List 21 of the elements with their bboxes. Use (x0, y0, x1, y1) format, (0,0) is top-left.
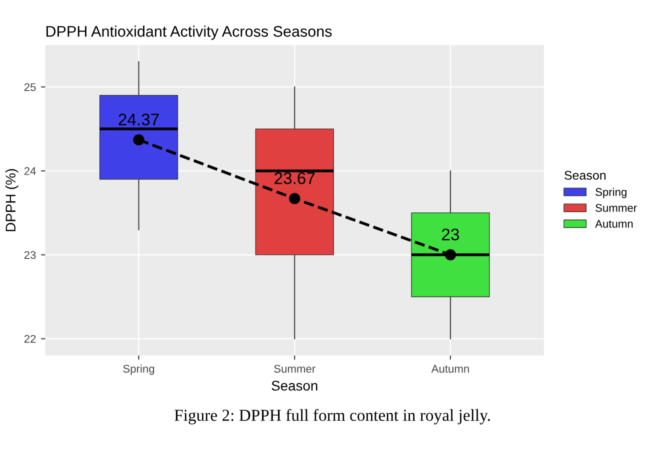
x-tick-label: Summer (274, 364, 316, 373)
x-tick-label: Autumn (431, 364, 469, 373)
caption: Figure 2: DPPH full form content in royal jelly. (174, 409, 490, 424)
y-tick-label: 23 (24, 251, 36, 259)
x-tick-label: Spring (123, 364, 154, 375)
legend-label: Spring (596, 188, 626, 198)
x-axis-title: Season (272, 380, 318, 391)
legend-label: Autumn (595, 220, 633, 228)
annotation: 23.67 (274, 172, 315, 184)
y-tick-label: 22 (24, 334, 36, 343)
y-tick-label: 25 (24, 83, 36, 92)
point (133, 134, 144, 146)
annotation: 23 (442, 228, 459, 240)
y-tick-label: 24 (24, 167, 36, 175)
legend-title: Season (564, 170, 606, 180)
point (289, 193, 300, 204)
point (444, 249, 456, 260)
y-axis-title: DPPH (%) (5, 169, 18, 232)
annotation: 24.37 (118, 114, 159, 126)
chart-title: DPPH Antioxidant Activity Across Seasons (46, 26, 332, 40)
legend-label: Summer (596, 204, 637, 212)
